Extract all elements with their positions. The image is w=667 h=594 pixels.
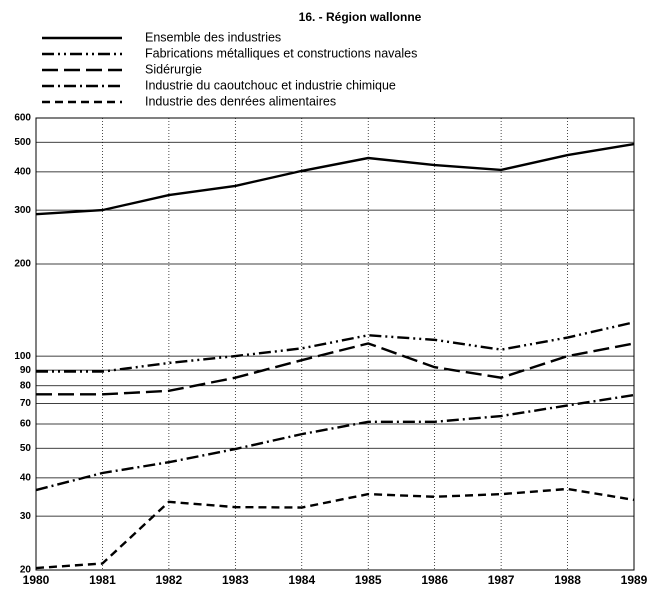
y-tick-label: 100 (14, 351, 31, 362)
x-tick-label: 1984 (288, 573, 315, 587)
x-tick-label: 1987 (488, 573, 515, 587)
legend-label: Industrie des denrées alimentaires (145, 94, 336, 108)
chart-title: 16. - Région wallonne (299, 10, 422, 24)
y-tick-label: 80 (20, 380, 32, 391)
x-tick-label: 1988 (554, 573, 581, 587)
y-tick-label: 60 (20, 419, 32, 430)
x-tick-label: 1981 (89, 573, 116, 587)
x-tick-label: 1980 (23, 573, 50, 587)
legend-label: Industrie du caoutchouc et industrie chi… (145, 78, 396, 92)
y-tick-label: 400 (14, 167, 31, 178)
legend-label: Sidérurgie (145, 62, 202, 76)
y-tick-label: 600 (14, 113, 31, 124)
y-tick-label: 40 (20, 473, 32, 484)
y-tick-label: 20 (20, 565, 32, 576)
y-tick-label: 300 (14, 205, 31, 216)
series-line (35, 487, 635, 570)
y-tick-label: 50 (20, 443, 32, 454)
series-line (36, 342, 635, 396)
x-tick-label: 1983 (222, 573, 249, 587)
series-line (35, 142, 635, 216)
legend-label: Ensemble des industries (145, 30, 281, 44)
x-tick-label: 1985 (355, 573, 382, 587)
x-tick-label: 1989 (621, 573, 648, 587)
y-tick-label: 70 (20, 398, 32, 409)
x-tick-label: 1982 (156, 573, 183, 587)
y-tick-label: 200 (14, 259, 31, 270)
series-line (35, 393, 635, 492)
legend-label: Fabrications métalliques et construction… (145, 46, 417, 60)
y-tick-label: 500 (14, 137, 31, 148)
plot-frame (35, 117, 635, 571)
x-tick-label: 1986 (421, 573, 448, 587)
y-tick-label: 30 (20, 511, 32, 522)
y-tick-label: 90 (20, 365, 32, 376)
